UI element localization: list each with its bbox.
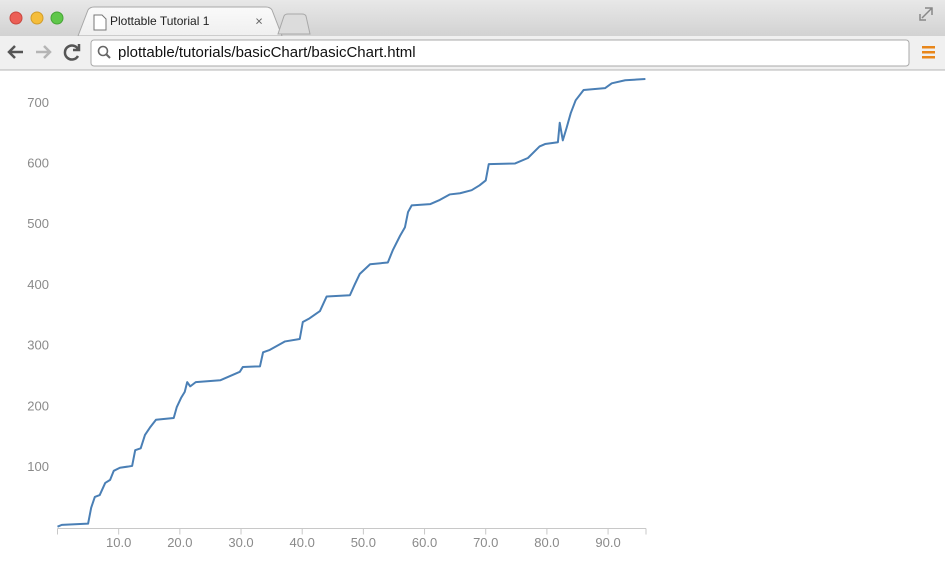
minimize-button[interactable] xyxy=(30,11,44,25)
y-tick-label: 600 xyxy=(27,156,49,171)
y-tick-label: 100 xyxy=(27,459,49,474)
close-button[interactable] xyxy=(9,11,23,25)
zoom-button[interactable] xyxy=(50,11,64,25)
page-icon xyxy=(93,14,107,31)
tab[interactable] xyxy=(77,6,283,37)
y-tick-label: 500 xyxy=(27,216,49,231)
address-bar[interactable] xyxy=(90,39,910,67)
x-tick-label: 20.0 xyxy=(167,535,192,550)
x-tick-label: 60.0 xyxy=(412,535,437,550)
menu-button[interactable] xyxy=(922,46,935,49)
new-tab-button[interactable] xyxy=(277,13,311,35)
search-icon-handle xyxy=(105,53,111,59)
x-tick-label: 30.0 xyxy=(228,535,253,550)
url[interactable]: plottable/tutorials/basicChart/basicChar… xyxy=(118,44,416,61)
y-tick-label: 200 xyxy=(27,398,49,413)
y-tick-label: 400 xyxy=(27,277,49,292)
x-tick-label: 90.0 xyxy=(595,535,620,550)
x-tick-label: 70.0 xyxy=(473,535,498,550)
y-tick-label: 700 xyxy=(27,95,49,110)
x-tick-label: 40.0 xyxy=(290,535,315,550)
search-icon xyxy=(97,45,109,57)
reload-button[interactable] xyxy=(63,44,81,61)
forward-button[interactable] xyxy=(36,45,52,59)
x-tick-label: 80.0 xyxy=(534,535,559,550)
fullscreen-button[interactable] xyxy=(919,7,933,21)
data-line xyxy=(57,78,646,528)
x-tick-label: 50.0 xyxy=(351,535,376,550)
y-tick-label: 300 xyxy=(27,338,49,353)
tab-close[interactable]: × xyxy=(255,13,263,28)
menu-button[interactable] xyxy=(922,56,935,59)
x-tick-label: 10.0 xyxy=(106,535,131,550)
back-button[interactable] xyxy=(7,45,23,59)
chart: 10.0 20.0 30.0 40.0 50.0 60.0 70.0 80.0 90.0 100 2… xyxy=(27,78,647,550)
menu-button[interactable] xyxy=(922,51,935,54)
tab-title: Plottable Tutorial 1 xyxy=(110,14,210,28)
